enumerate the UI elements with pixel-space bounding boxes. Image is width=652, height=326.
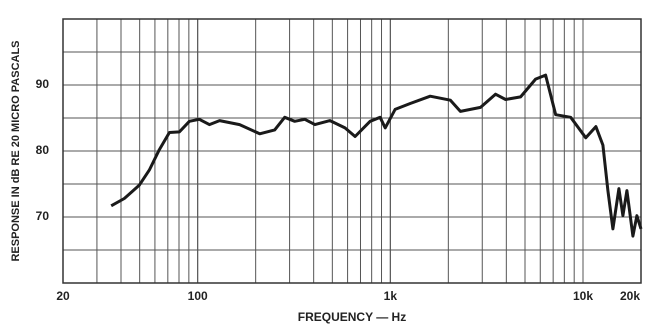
x-tick-label: 20	[56, 289, 70, 303]
y-tick-label: 90	[36, 77, 50, 91]
plot-frame	[62, 18, 642, 284]
response-curve	[110, 73, 643, 238]
x-tick-label: 20k	[620, 289, 640, 303]
x-tick-label: 10k	[573, 289, 593, 303]
x-tick-label: 100	[188, 289, 208, 303]
x-axis-title: FREQUENCY — Hz	[298, 310, 406, 324]
x-tick-label: 1k	[384, 289, 398, 303]
y-tick-label: 70	[36, 209, 50, 223]
y-axis-title: RESPONSE IN dB RE 20 MICRO PASCALS	[10, 40, 22, 261]
y-tick-label: 80	[36, 143, 50, 157]
